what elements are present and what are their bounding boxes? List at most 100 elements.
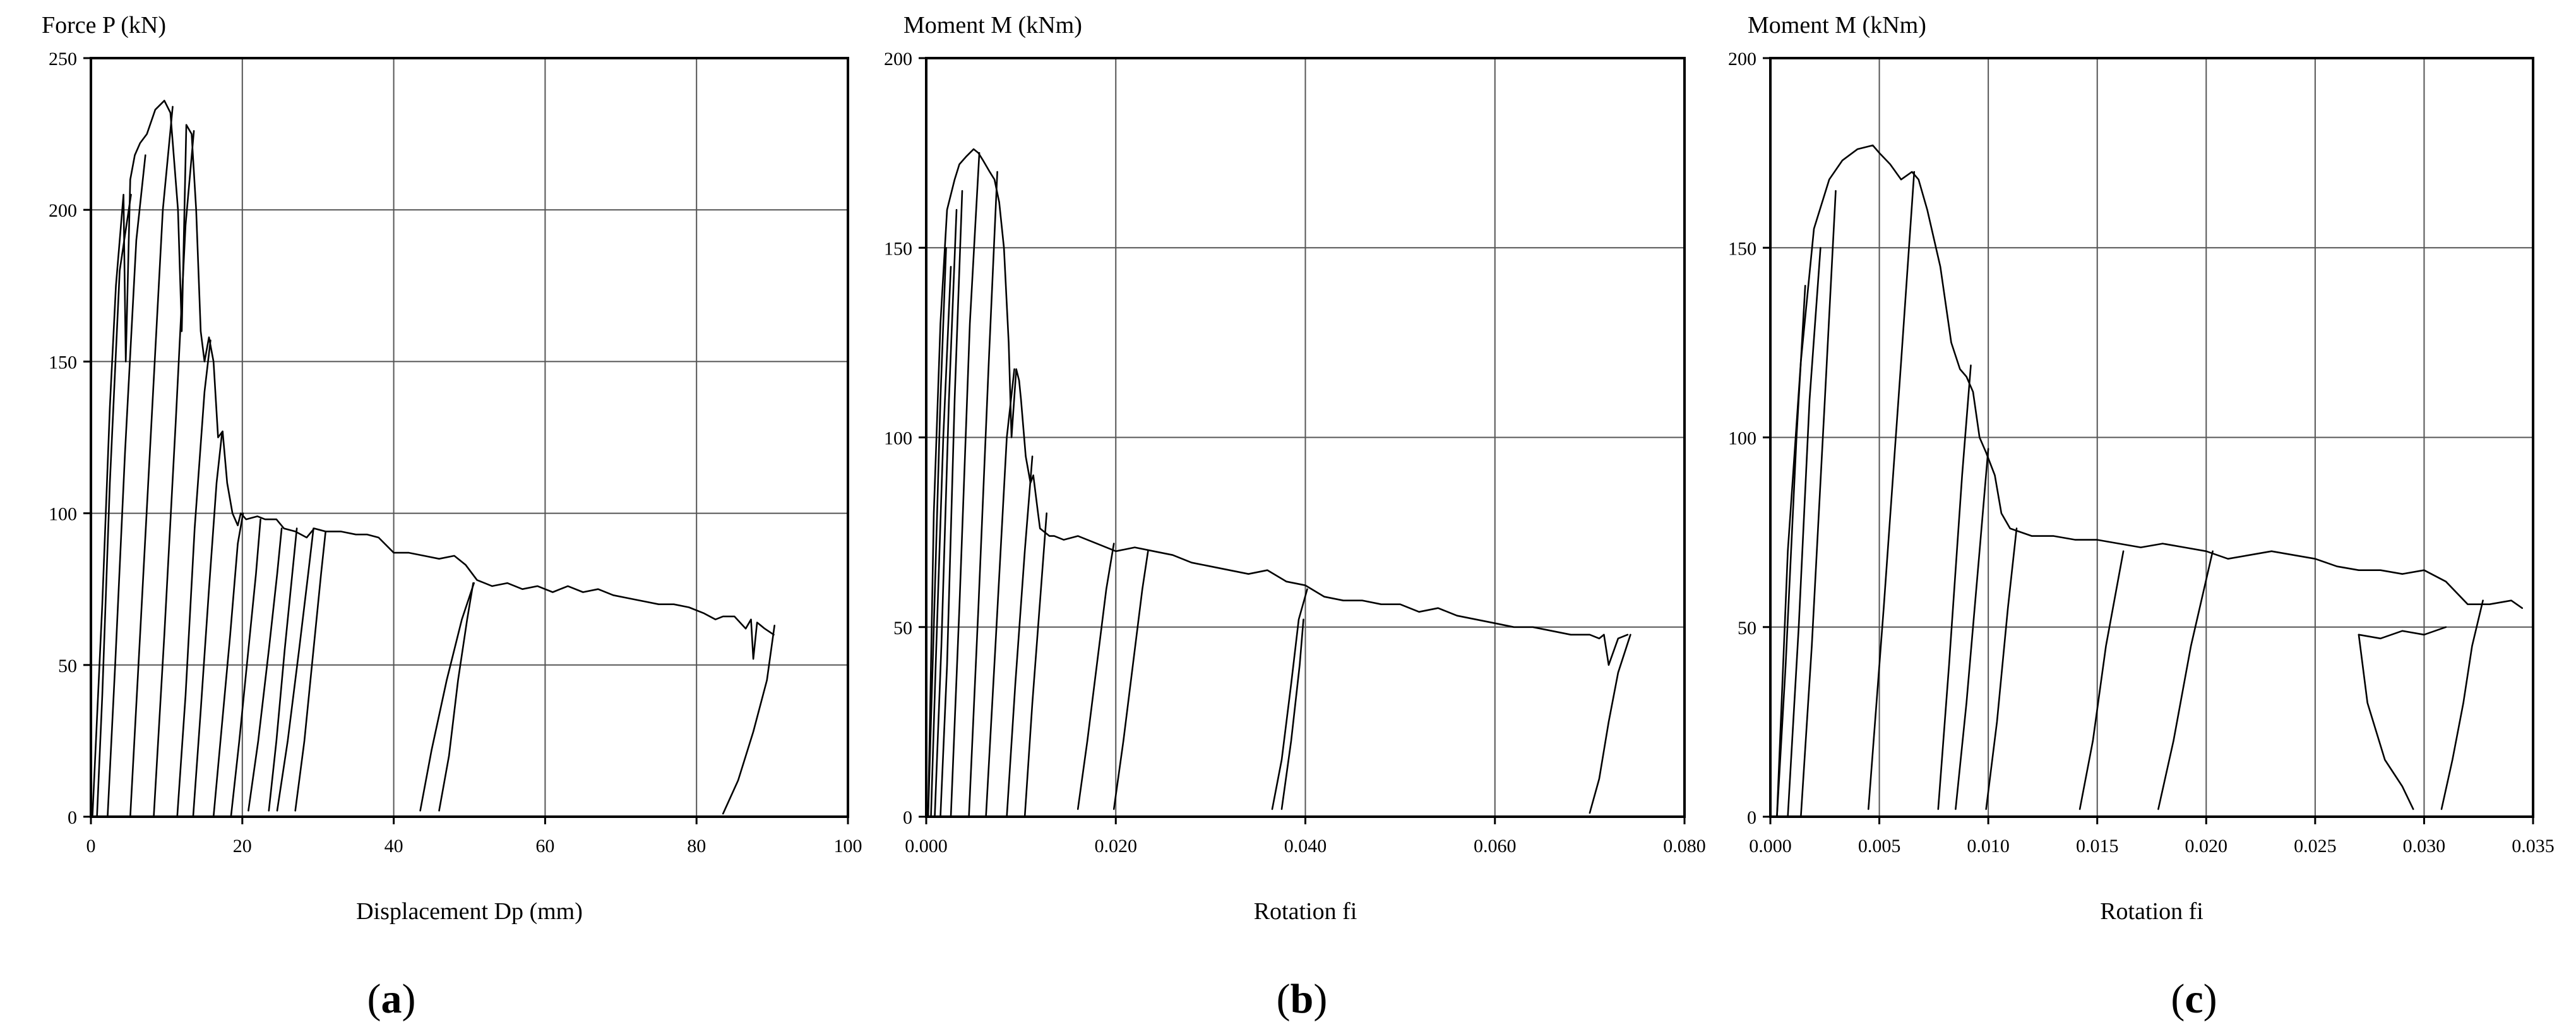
y-tick-label: 250 <box>49 49 77 69</box>
series-cycle-line <box>230 518 261 818</box>
panel-label-letter: b <box>1291 976 1314 1022</box>
series-cycle-line <box>2440 599 2484 810</box>
series-cycle-line <box>294 531 327 812</box>
y-tick-label: 0 <box>68 807 77 828</box>
x-tick-label: 40 <box>385 836 403 857</box>
x-tick-label: 0.000 <box>905 836 948 857</box>
series-cycle-line <box>212 512 244 818</box>
series-cycle-line <box>1589 634 1631 814</box>
y-tick-label: 100 <box>49 504 77 525</box>
panel-label-close-paren: ) <box>1313 976 1327 1022</box>
series-cycle-line <box>96 193 132 818</box>
y-tick-label: 200 <box>1728 49 1756 69</box>
series-cycle-line <box>2358 626 2447 640</box>
series-cycle-line <box>1280 618 1304 810</box>
x-tick-label: 60 <box>535 836 554 857</box>
series-envelope-line <box>927 148 1629 818</box>
x-tick-label: 20 <box>233 836 252 857</box>
series-envelope-line <box>92 100 775 818</box>
series-cycle-line <box>1271 588 1308 810</box>
y-tick-label: 150 <box>884 238 912 259</box>
x-axis-title: Rotation fi <box>1254 898 1357 925</box>
panel-label-letter: a <box>381 976 402 1022</box>
y-tick-label: 0 <box>1747 807 1756 828</box>
y-tick-label: 200 <box>884 49 912 69</box>
y-tick-label: 150 <box>1728 238 1756 259</box>
panel-label: (a) <box>367 976 416 1022</box>
x-tick-label: 0.020 <box>2185 836 2228 857</box>
y-tick-label: 50 <box>893 618 912 639</box>
x-tick-label: 80 <box>687 836 706 857</box>
series-cycle-line <box>1787 246 1822 818</box>
series-cycle-line <box>107 154 146 818</box>
series-cycle-line <box>1776 284 1806 818</box>
series-cycle-line <box>927 246 947 818</box>
chart-panel-b: 0.000 0.020 0.040 0.060 0.080 0 50 100 150 200 Mom… <box>884 12 1706 1022</box>
panel-label-open-paren: ( <box>367 976 381 1022</box>
series-cycle-line <box>153 130 195 818</box>
x-tick-label: 0.060 <box>1474 836 1517 857</box>
x-tick-label: 0.030 <box>2403 836 2446 857</box>
series-cycle-line <box>985 368 1015 818</box>
x-tick-label: 0.005 <box>1858 836 1901 857</box>
x-tick-label: 0.025 <box>2294 836 2337 857</box>
x-tick-label: 0.020 <box>1095 836 1138 857</box>
x-axis-title: Displacement Dp (mm) <box>356 898 583 925</box>
series-cycle-line <box>1955 448 1989 810</box>
series-cycle-line <box>1023 512 1047 818</box>
y-tick-label: 100 <box>884 428 912 449</box>
x-tick-label: 0.000 <box>1749 836 1792 857</box>
series-cycle-line <box>1112 550 1149 810</box>
x-tick-label: 0.035 <box>2512 836 2555 857</box>
series-cycle-line <box>129 105 174 818</box>
y-tick-label: 100 <box>1728 428 1756 449</box>
panel-label-letter: c <box>2185 976 2203 1022</box>
series-cycle-line <box>930 265 952 818</box>
series-cycle-line <box>2157 550 2214 810</box>
series-cycle-line <box>950 152 981 818</box>
series-cycle-line <box>1985 527 2018 810</box>
x-tick-label: 100 <box>834 836 862 857</box>
plot-frame <box>90 57 849 818</box>
y-tick-label: 50 <box>58 656 77 676</box>
panel-label-open-paren: ( <box>1277 976 1291 1022</box>
series-cycle-line <box>438 582 474 812</box>
series-cycle-line <box>176 339 212 818</box>
series-cycle-line <box>247 527 283 812</box>
chart-panel-c: 0.000 0.005 0.010 0.015 0.020 0.025 0.030 0.035… <box>1728 12 2555 1022</box>
y-tick-label: 50 <box>1738 618 1756 639</box>
panel-label: (b) <box>1277 976 1328 1022</box>
panel-label: (c) <box>2171 976 2217 1022</box>
series-cycle-line <box>1868 171 1916 810</box>
y-axis-title: Moment M (kNm) <box>903 12 1082 39</box>
x-axis-title: Rotation fi <box>2100 898 2203 925</box>
series-cycle-line <box>2078 550 2125 810</box>
series-cycle-line <box>268 527 298 812</box>
y-tick-label: 150 <box>49 352 77 373</box>
x-tick-label: 0.015 <box>2076 836 2119 857</box>
series-cycle-line <box>419 582 475 812</box>
y-axis-title: Moment M (kNm) <box>1748 12 1926 39</box>
chart-panel-a: 0 20 40 60 80 100 0 50 100 150 200 250 Force P (kN) D… <box>42 12 862 1022</box>
series-cycle-line <box>2358 634 2414 810</box>
panel-label-close-paren: ) <box>2203 976 2217 1022</box>
x-tick-label: 0.040 <box>1284 836 1327 857</box>
series-cycle-line <box>276 527 314 812</box>
x-tick-label: 0.010 <box>1967 836 2010 857</box>
series-cycle-line <box>1076 543 1115 810</box>
y-tick-label: 200 <box>49 200 77 221</box>
y-axis-title: Force P (kN) <box>42 12 166 39</box>
x-tick-label: 0.080 <box>1663 836 1706 857</box>
series-cycle-line <box>1937 364 1972 810</box>
series-cycle-line <box>1006 455 1034 818</box>
series-cycle-line <box>939 189 963 818</box>
panel-label-close-paren: ) <box>402 976 416 1022</box>
x-tick-label: 0 <box>86 836 96 857</box>
y-tick-label: 0 <box>903 807 912 828</box>
series-cycle-line <box>192 433 223 818</box>
series-envelope-line <box>1776 144 2523 818</box>
series-cycle-line <box>722 624 775 815</box>
series-cycle-line <box>1800 189 1837 818</box>
panel-label-open-paren: ( <box>2171 976 2185 1022</box>
